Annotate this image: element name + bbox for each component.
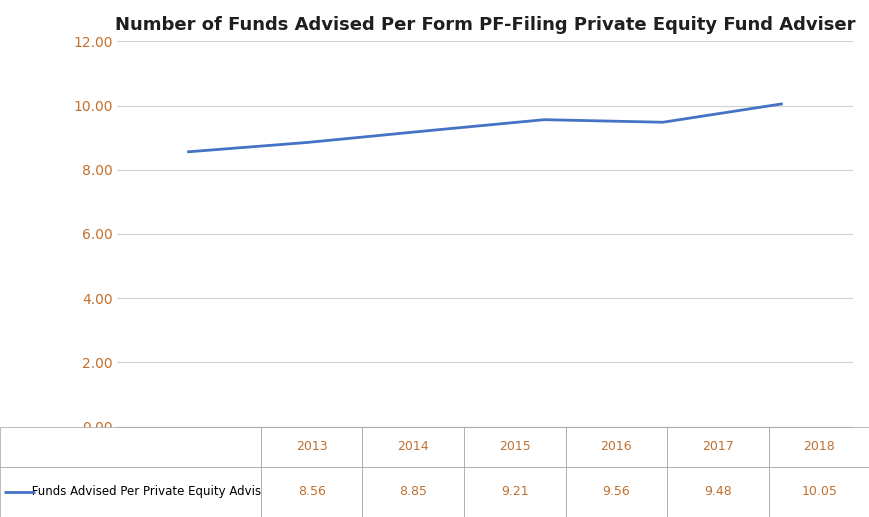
- Title: Number of Funds Advised Per Form PF-Filing Private Equity Fund Adviser: Number of Funds Advised Per Form PF-Fili…: [115, 16, 854, 34]
